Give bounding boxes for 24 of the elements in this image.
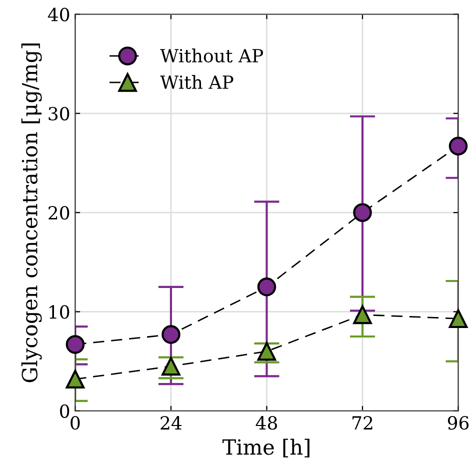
x-axis-title: Time [h] xyxy=(222,438,310,458)
point xyxy=(448,136,468,156)
y-tick-label: 40 xyxy=(48,8,70,22)
legend-label: Without AP xyxy=(160,48,263,63)
y-axis-title: Glycogen concentration [μg/mg] xyxy=(21,44,42,382)
point xyxy=(353,305,372,324)
x-tick-label: 0 xyxy=(70,416,80,430)
y-tick-label: 20 xyxy=(48,206,70,220)
y-tick-label: 10 xyxy=(50,305,70,319)
y-tick-label: 30 xyxy=(48,106,70,121)
point xyxy=(257,278,276,296)
x-tick-label: 72 xyxy=(352,416,372,430)
point xyxy=(353,203,372,222)
x-tick-label: 96 xyxy=(448,416,469,430)
legend-label: With AP xyxy=(160,75,234,90)
y-tick-label: 0 xyxy=(60,404,70,418)
point xyxy=(257,342,276,361)
x-tick-label: 48 xyxy=(256,416,277,430)
x-tick-label: 24 xyxy=(160,416,182,430)
point xyxy=(162,325,180,344)
point xyxy=(66,370,85,389)
point xyxy=(66,335,85,354)
point xyxy=(162,356,180,376)
point xyxy=(448,309,468,328)
